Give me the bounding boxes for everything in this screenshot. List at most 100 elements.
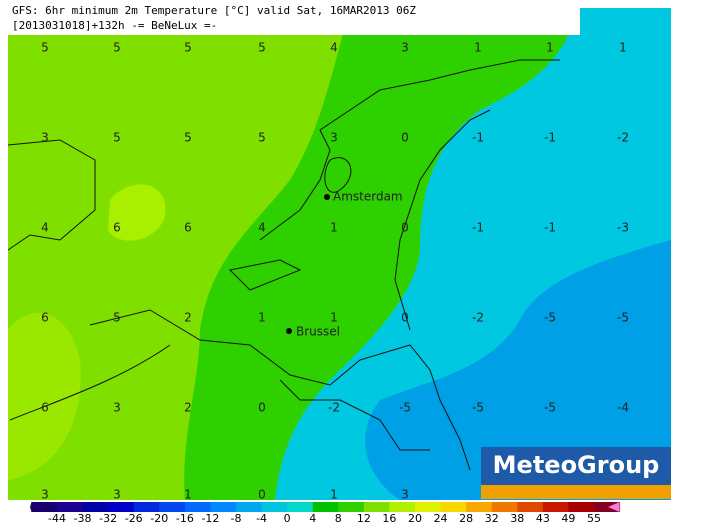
colorbar-label: -26 (125, 512, 143, 525)
grid-value: -2 (472, 311, 484, 325)
city-label: Amsterdam (333, 190, 403, 204)
grid-value: 5 (41, 41, 49, 55)
grid-value: 1 (619, 41, 627, 55)
colorbar-label: 49 (561, 512, 575, 525)
grid-value: -5 (544, 311, 556, 325)
grid-value: 3 (401, 41, 409, 55)
grid-value: 0 (258, 488, 266, 502)
colorbar-label: -12 (201, 512, 219, 525)
grid-value: 0 (401, 311, 409, 325)
colorbar-segment (236, 502, 263, 512)
grid-value: 1 (330, 221, 338, 235)
colorbar-label: -4 (256, 512, 267, 525)
colorbar-segment (31, 502, 58, 512)
grid-value: -5 (544, 401, 556, 415)
grid-value: 4 (258, 221, 266, 235)
colorbar-label: -38 (74, 512, 92, 525)
grid-value: -2 (328, 401, 340, 415)
colorbar-segment (57, 502, 84, 512)
grid-value: 5 (113, 311, 121, 325)
colorbar-segment (542, 502, 569, 512)
grid-value: 3 (113, 401, 121, 415)
colorbar-label: 28 (459, 512, 473, 525)
grid-value: 1 (474, 41, 482, 55)
colorbar-label: 8 (335, 512, 342, 525)
grid-value: 5 (113, 131, 121, 145)
colorbar-label: 38 (510, 512, 524, 525)
colorbar-label: 12 (357, 512, 371, 525)
warm-patch (108, 184, 166, 241)
colorbar-segment (312, 502, 339, 512)
header-subtitle: [2013031018]+132h -= BeNeLux =- (12, 19, 217, 32)
header-box (8, 0, 580, 35)
grid-value: -1 (472, 131, 484, 145)
grid-value: -5 (399, 401, 411, 415)
colorbar-segment (338, 502, 365, 512)
warm-patch (8, 313, 81, 480)
green-band (184, 8, 581, 500)
grid-value: 4 (41, 221, 49, 235)
colorbar-segment (210, 502, 237, 512)
grid-value: 3 (41, 131, 49, 145)
logo-stripe (481, 485, 671, 499)
colorbar-segment (133, 502, 160, 512)
colorbar-label: 20 (408, 512, 422, 525)
colorbar-end (30, 502, 32, 512)
grid-value: 0 (401, 131, 409, 145)
grid-value: 2 (184, 401, 192, 415)
colorbar-label: -32 (99, 512, 117, 525)
grid-value: -5 (472, 401, 484, 415)
colorbar-label: -44 (48, 512, 66, 525)
colorbar-segment (363, 502, 390, 512)
colorbar-segment (287, 502, 314, 512)
grid-value: 5 (184, 41, 192, 55)
colorbar-segment (184, 502, 211, 512)
colorbar-label: 32 (485, 512, 499, 525)
grid-value: 5 (113, 41, 121, 55)
grid-value: 0 (258, 401, 266, 415)
colorbar-label: 4 (309, 512, 316, 525)
grid-value: 4 (330, 41, 338, 55)
grid-value: 3 (330, 131, 338, 145)
grid-value: 3 (41, 488, 49, 502)
grid-value: 1 (330, 311, 338, 325)
colorbar-label: 16 (382, 512, 396, 525)
colorbar-segment (82, 502, 109, 512)
colorbar-segment (159, 502, 186, 512)
grid-value: 3 (401, 488, 409, 502)
colorbar-segment (440, 502, 467, 512)
grid-value: 1 (258, 311, 266, 325)
colorbar-segment (389, 502, 416, 512)
colorbar-label: 0 (284, 512, 291, 525)
grid-value: -1 (544, 221, 556, 235)
grid-value: 5 (258, 41, 266, 55)
city-dot (324, 194, 330, 200)
grid-value: -4 (617, 401, 629, 415)
colorbar-label: -16 (176, 512, 194, 525)
city-dot (286, 328, 292, 334)
grid-value: 6 (184, 221, 192, 235)
colorbar-label: 55 (587, 512, 601, 525)
colorbar-segment (108, 502, 135, 512)
colorbar-segment (594, 502, 621, 512)
grid-value: 6 (41, 401, 49, 415)
colorbar-label: 24 (434, 512, 448, 525)
grid-value: -2 (617, 131, 629, 145)
colorbar-label: -20 (150, 512, 168, 525)
grid-value: 0 (401, 221, 409, 235)
logo-text: MeteoGroup (493, 451, 660, 479)
grid-value: 6 (113, 221, 121, 235)
colorbar-segment (568, 502, 595, 512)
city-label: Brussel (296, 325, 340, 339)
grid-value: -1 (472, 221, 484, 235)
blue-zone (365, 240, 671, 500)
grid-value: 2 (184, 311, 192, 325)
grid-value: -1 (544, 131, 556, 145)
header-title: GFS: 6hr minimum 2m Temperature [°C] val… (12, 4, 416, 17)
grid-value: 3 (113, 488, 121, 502)
grid-value: 6 (41, 311, 49, 325)
grid-value: -5 (617, 311, 629, 325)
grid-value: 1 (184, 488, 192, 502)
colorbar-segment (261, 502, 288, 512)
